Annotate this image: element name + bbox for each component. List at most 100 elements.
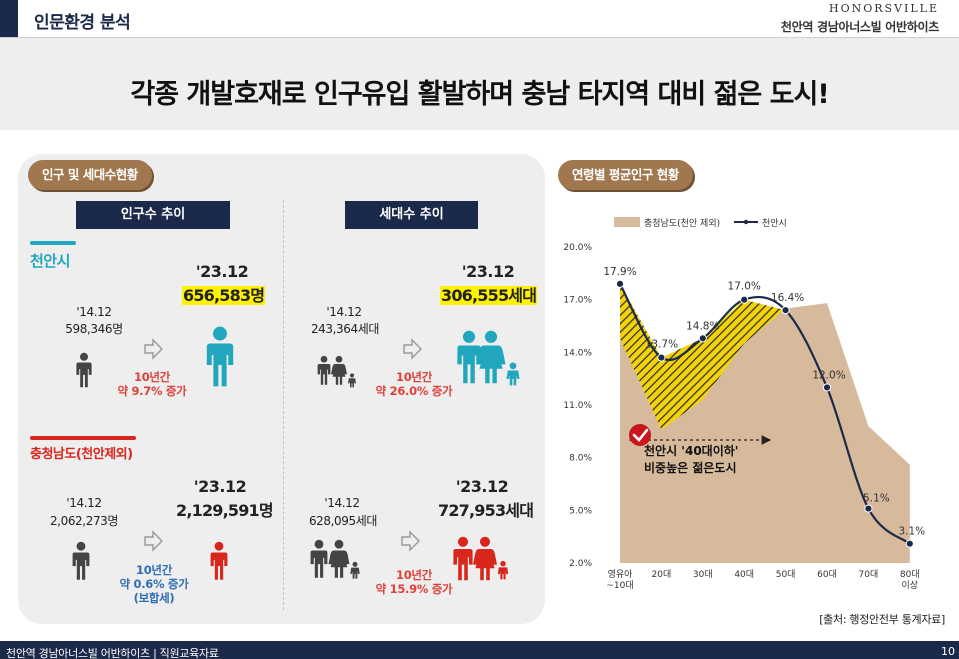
panel-divider: [283, 200, 284, 610]
cheonan-hh-end-value: 306,555세대: [440, 286, 538, 305]
person-icon-small: [72, 541, 90, 580]
population-section-pill: 인구 및 세대수현황: [28, 160, 152, 190]
data-label: 17.9%: [603, 266, 636, 278]
chungnam-pop-end-value: 2,129,591명: [176, 501, 274, 520]
population-panel: [18, 154, 545, 624]
legend-swatch-dot: [743, 219, 749, 225]
x-axis: 영유아 ~10대 20대 30대 40대 50대 60대 70대 80대 이상: [606, 569, 919, 591]
chungnam-label: 충청남도(천안제외): [30, 447, 133, 462]
chungnam-accent-bar: [30, 436, 136, 440]
brand-logo-text: HONORSVILLE: [829, 2, 939, 15]
data-label: 14.8%: [686, 320, 719, 332]
callout-line1: 천안시 '40대이하': [644, 443, 738, 458]
cheonan-label: 천안시: [30, 252, 70, 270]
age-population-chart: 충청남도(천안 제외) 천안시 20.0% 17.0% 14.0% 11.0% 8.0% 5…: [563, 217, 925, 591]
x-tick-label: 50대: [776, 569, 796, 580]
line-point: [615, 279, 625, 288]
people-icons-layer: [72, 326, 520, 581]
arrow-icon: [401, 531, 420, 551]
x-tick-label: 20대: [652, 569, 672, 580]
x-tick-label: 영유아 ~10대: [606, 569, 633, 591]
headline-band: [0, 38, 959, 130]
family-icon-small: [310, 539, 360, 579]
line-point: [905, 539, 914, 548]
line-point: [740, 295, 749, 304]
y-tick-label: 20.0%: [563, 243, 592, 253]
cheonan-hh-start-value: 243,364세대: [310, 322, 380, 336]
chungnam-pop-start-year: '14.12: [66, 496, 102, 510]
person-icon-large: [206, 326, 234, 387]
y-tick-label: 8.0%: [569, 454, 592, 464]
line-point: [822, 383, 832, 392]
data-label: 17.0%: [728, 281, 761, 293]
y-tick-label: 2.0%: [569, 559, 592, 569]
cheonan-hh-change: 10년간 약 26.0% 증가: [375, 370, 453, 398]
cheonan-hh-start-year: '14.12: [326, 305, 362, 319]
footer-text: 천안역 경남아너스빌 어반하이츠 | 직원교육자료: [6, 647, 219, 659]
y-axis: 20.0% 17.0% 14.0% 11.0% 8.0% 5.0% 2.0%: [563, 243, 592, 569]
arrow-icon: [403, 339, 422, 359]
line-point: [864, 504, 873, 513]
population-trend-tag: 인구수 추이: [76, 201, 230, 229]
cheonan-pop-end-value: 656,583명: [182, 286, 266, 305]
cheonan-pop-start-value: 598,346명: [65, 322, 123, 336]
y-tick-label: 14.0%: [563, 348, 592, 358]
family-icon-large: [457, 330, 520, 386]
line-point: [781, 306, 790, 315]
person-icon-red: [210, 541, 228, 580]
data-label: 16.4%: [771, 292, 804, 304]
family-icon-red: [453, 536, 509, 581]
x-tick-label: 70대: [859, 569, 879, 580]
area-series-chungnam: [620, 303, 910, 563]
chart-legend: 충청남도(천안 제외) 천안시: [614, 217, 787, 229]
y-tick-label: 5.0%: [569, 506, 592, 516]
page-number: 10: [941, 645, 955, 658]
chungnam-pop-start-value: 2,062,273명: [49, 514, 119, 528]
data-label: 12.0%: [812, 369, 845, 381]
x-tick-label: 30대: [693, 569, 713, 580]
data-label: 13.7%: [645, 339, 678, 351]
x-tick-label: 60대: [817, 569, 837, 580]
y-tick-label: 11.0%: [563, 401, 592, 411]
cheonan-hh-end-year: '23.12: [461, 262, 515, 281]
callout-line2: 비중높은 젊은도시: [644, 460, 737, 475]
chungnam-pop-end-year: '23.12: [193, 477, 247, 496]
cheonan-accent-bar: [30, 241, 76, 245]
cheonan-pop-end-year: '23.12: [195, 262, 249, 281]
section-title: 인문환경 분석: [34, 13, 131, 33]
chungnam-pop-change: 10년간 약 0.6% 증가 (보합세): [119, 563, 189, 605]
family-icon-small: [317, 355, 356, 388]
footer-bar: [0, 641, 959, 659]
data-source-note: [출처: 행정안전부 통계자료]: [819, 613, 945, 626]
chungnam-hh-end-year: '23.12: [455, 477, 509, 496]
x-tick-label: 40대: [734, 569, 754, 580]
chungnam-hh-end-value: 727,953세대: [438, 501, 534, 520]
cheonan-pop-start-year: '14.12: [76, 305, 112, 319]
check-mark: [632, 428, 649, 442]
header-divider: [0, 37, 959, 38]
age-chart-pill: 연령별 평균인구 현황: [558, 160, 693, 190]
chungnam-hh-change: 10년간 약 15.9% 증가: [375, 568, 453, 596]
header-accent-bar: [0, 0, 18, 38]
person-icon-small: [76, 352, 92, 388]
chungnam-hh-start-year: '14.12: [324, 496, 360, 510]
legend-label-line: 천안시: [762, 218, 787, 229]
project-name: 천안역 경남아너스빌 어반하이츠: [780, 20, 939, 34]
arrow-icon: [144, 531, 163, 551]
data-label: 5.1%: [863, 493, 890, 505]
arrow-icon: [144, 339, 163, 359]
cheonan-pop-change: 10년간 약 9.7% 증가: [117, 370, 187, 398]
hatched-gap-region: [620, 283, 786, 430]
line-point: [657, 353, 666, 362]
y-tick-label: 17.0%: [563, 296, 592, 306]
x-tick-label: 80대 이상: [900, 569, 920, 591]
callout: 천안시 '40대이하' 비중높은 젊은도시: [628, 424, 772, 475]
legend-label-area: 충청남도(천안 제외): [644, 217, 720, 229]
legend-swatch-area: [614, 217, 640, 227]
line-point: [698, 334, 707, 343]
household-trend-tag: 세대수 추이: [345, 201, 478, 229]
check-icon: [629, 424, 651, 446]
page-headline: 각종 개발호재로 인구유입 활발하며 충남 타지역 대비 젊은 도시!: [130, 79, 829, 110]
data-label: 3.1%: [898, 526, 925, 538]
chungnam-hh-start-value: 628,095세대: [308, 514, 378, 528]
